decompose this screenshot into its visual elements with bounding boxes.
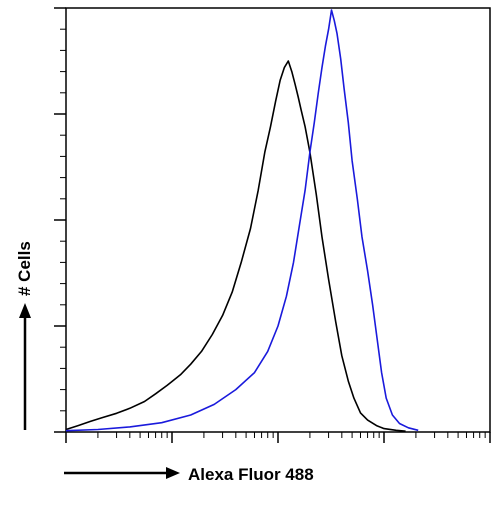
- labels-layer: Alexa Fluor 488 # Cells: [15, 241, 314, 484]
- plot-frame: [65, 7, 491, 433]
- x-axis-arrow-head: [166, 467, 180, 479]
- axes-layer: [54, 7, 491, 443]
- series-layer: [65, 9, 419, 432]
- x-axis-label: Alexa Fluor 488: [188, 465, 314, 484]
- series-line-blue: [65, 9, 419, 432]
- y-axis-arrow-head: [19, 303, 31, 318]
- series-line-black: [65, 60, 406, 432]
- y-axis-label: # Cells: [15, 241, 34, 296]
